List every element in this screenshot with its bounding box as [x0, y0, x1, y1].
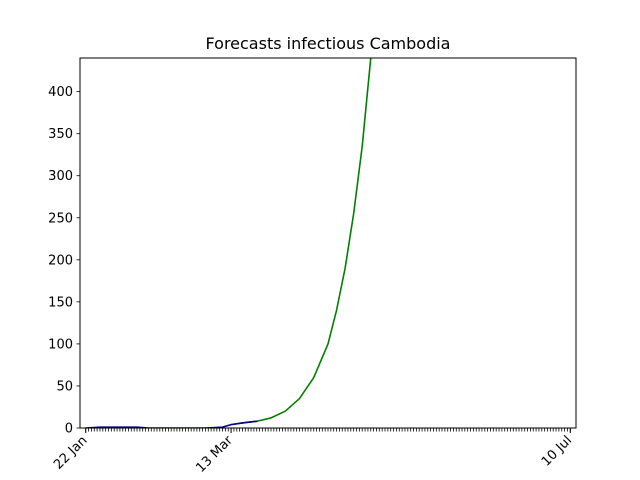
y-tick-label: 250	[48, 211, 73, 226]
y-tick-label: 0	[65, 422, 73, 437]
series-layer	[84, 58, 372, 428]
y-tick-label: 350	[48, 127, 73, 142]
series-line-observed	[84, 420, 258, 428]
y-tick-label: 100	[48, 337, 73, 352]
y-tick-label: 400	[48, 85, 73, 100]
series-clip-group	[84, 58, 372, 428]
y-tick-label: 50	[56, 379, 73, 394]
y-tick-label: 150	[48, 295, 73, 310]
x-minor-ticks	[85, 428, 571, 432]
plot-frame	[79, 57, 577, 429]
chart-title: Forecasts infectious Cambodia	[206, 34, 451, 53]
y-tick-label: 200	[48, 253, 73, 268]
y-axis: 0 50 100 150 200 250 300 350 400	[48, 85, 80, 437]
y-tick-label: 300	[48, 169, 73, 184]
